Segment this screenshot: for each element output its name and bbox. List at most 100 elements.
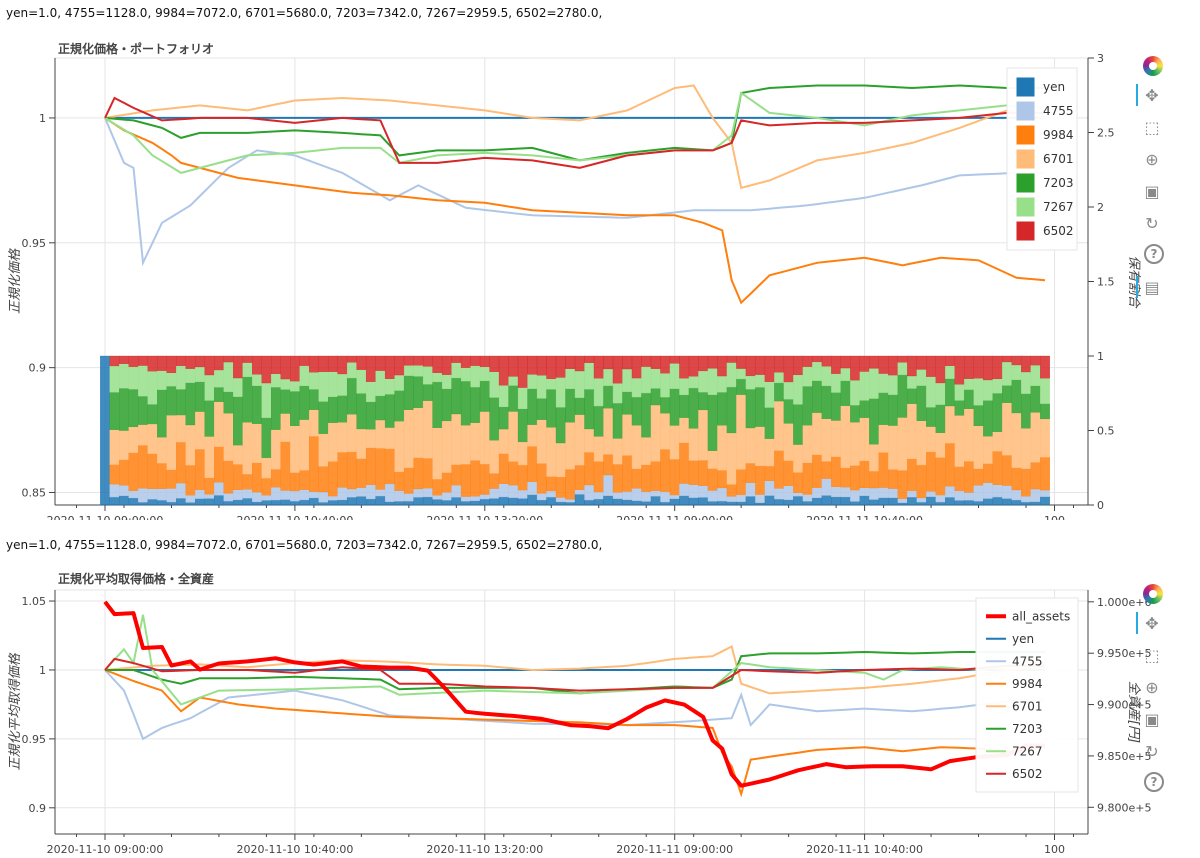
bar-9984 [584, 452, 595, 486]
pan-icon[interactable]: ✥ [1136, 612, 1163, 634]
bar-9984 [707, 468, 718, 491]
bar-4755 [840, 486, 851, 498]
y-tick-label: 1 [39, 112, 46, 125]
help-icon[interactable]: ? [1144, 244, 1164, 264]
bar-yen [1030, 501, 1041, 506]
bar-6701 [888, 425, 898, 470]
bar-4755 [907, 490, 917, 498]
bar-7203 [783, 399, 794, 424]
bar-7203 [926, 407, 936, 427]
bar-9984 [204, 477, 215, 495]
bar-4755 [973, 485, 984, 502]
pan-icon[interactable]: ✥ [1136, 84, 1163, 106]
bar-yen [384, 501, 395, 506]
bar-yen [831, 496, 842, 506]
bar-9984 [384, 448, 395, 485]
bar-6701 [745, 427, 756, 464]
bar-7203 [138, 396, 148, 425]
bar-6701 [1021, 427, 1031, 469]
bar-7267 [318, 371, 329, 402]
chart-portfolio[interactable]: 正規化価格・ポートフォリオ 0.85 0.9 0.95 1 0 0.5 1 1.5 2 2.5 3 2… [0, 30, 1200, 520]
bar-6502 [669, 355, 680, 364]
bar-7267 [935, 382, 946, 405]
line-9984 [104, 117, 1046, 305]
bar-9984 [983, 463, 993, 483]
bar-yen [631, 500, 642, 506]
bar-6701 [185, 424, 196, 466]
bar-yen [337, 499, 348, 506]
help-icon[interactable]: ? [1144, 772, 1164, 792]
reset-icon[interactable]: ↻ [1145, 741, 1159, 761]
bar-yen [707, 501, 718, 506]
bar-4755 [356, 487, 367, 497]
bar-4755 [517, 489, 528, 499]
bar-4755 [783, 485, 794, 500]
bar-7267 [176, 365, 186, 390]
bar-yen [1002, 498, 1012, 506]
bar-7267 [859, 371, 870, 401]
bar-7267 [983, 379, 993, 401]
legend-item-4755: 4755 [1016, 101, 1074, 121]
bar-yen [869, 499, 879, 506]
box-zoom-icon[interactable]: ⬚ [1144, 117, 1160, 137]
chart-average-cost[interactable]: 正規化平均取得価格・全資産 0.9 0.95 1 1.05 9.800e+5 9.850e… [0, 562, 1200, 858]
bar-7203 [356, 393, 367, 430]
legend-swatch [1016, 125, 1035, 145]
bar-7267 [214, 369, 224, 388]
bar-7267 [308, 372, 319, 390]
bar-4755 [745, 482, 756, 497]
bar-yen [821, 495, 832, 506]
chart-canvas-1[interactable]: 0.85 0.9 0.95 1 0 0.5 1 1.5 2 2.5 3 2020-11-10 09:0… [0, 30, 1200, 520]
y-tick-label: 1 [39, 664, 46, 677]
bar-9984 [489, 473, 500, 489]
bar-7267 [498, 385, 509, 408]
wheel-zoom-icon[interactable]: ⊕ [1145, 677, 1159, 697]
bar-6701 [176, 414, 186, 443]
bar-6502 [166, 355, 177, 374]
bar-7267 [185, 368, 196, 383]
avg-cost-lines [103, 600, 1046, 798]
save-icon[interactable]: ▣ [1144, 181, 1160, 201]
bar-yen [479, 498, 490, 506]
bar-6701 [992, 431, 1003, 452]
bar-7203 [631, 396, 642, 426]
bar-7203 [413, 376, 424, 408]
bar-9984 [859, 460, 870, 488]
bar-7267 [831, 373, 842, 393]
bar-6701 [470, 422, 481, 461]
bar-7203 [869, 398, 879, 445]
bar-7203 [764, 407, 775, 439]
chart-canvas-2[interactable]: 0.9 0.95 1 1.05 9.800e+5 9.850e+5 9.900e+5 9.95… [0, 562, 1200, 858]
bar-7267 [1040, 378, 1050, 404]
bar-yen [346, 497, 357, 506]
bar-6701 [802, 424, 813, 464]
bar-7203 [432, 381, 443, 428]
bar-yen [897, 502, 908, 506]
x-tick-label: 2020-11-11 09:00:00 [616, 843, 733, 856]
hover-icon[interactable]: ▤ [1136, 276, 1163, 298]
bar-7267 [964, 378, 974, 390]
bar-6701 [935, 432, 946, 458]
save-icon[interactable]: ▣ [1144, 709, 1160, 729]
bar-9984 [1011, 467, 1022, 491]
reset-icon[interactable]: ↻ [1145, 213, 1159, 233]
bar-4755 [318, 491, 329, 503]
box-zoom-icon[interactable]: ⬚ [1144, 645, 1160, 665]
bar-6701 [119, 430, 129, 461]
bar-9984 [460, 464, 471, 497]
bar-7203 [650, 388, 661, 406]
bar-7267 [840, 367, 851, 382]
wheel-zoom-icon[interactable]: ⊕ [1145, 149, 1159, 169]
bar-9984 [422, 458, 433, 489]
params-text-2: yen=1.0, 4755=1128.0, 9984=7072.0, 6701=… [6, 538, 603, 552]
bar-yen [793, 495, 804, 506]
bar-6502 [650, 355, 661, 369]
x-tick-label: 2020-11-10 13:20:00 [426, 514, 543, 520]
bar-9984 [745, 463, 756, 483]
bar-4755 [821, 478, 832, 496]
bar-4755 [574, 489, 585, 495]
bar-4755 [252, 491, 262, 503]
bar-9984 [888, 469, 898, 489]
bar-7267 [109, 365, 120, 393]
bar-6701 [479, 411, 490, 465]
